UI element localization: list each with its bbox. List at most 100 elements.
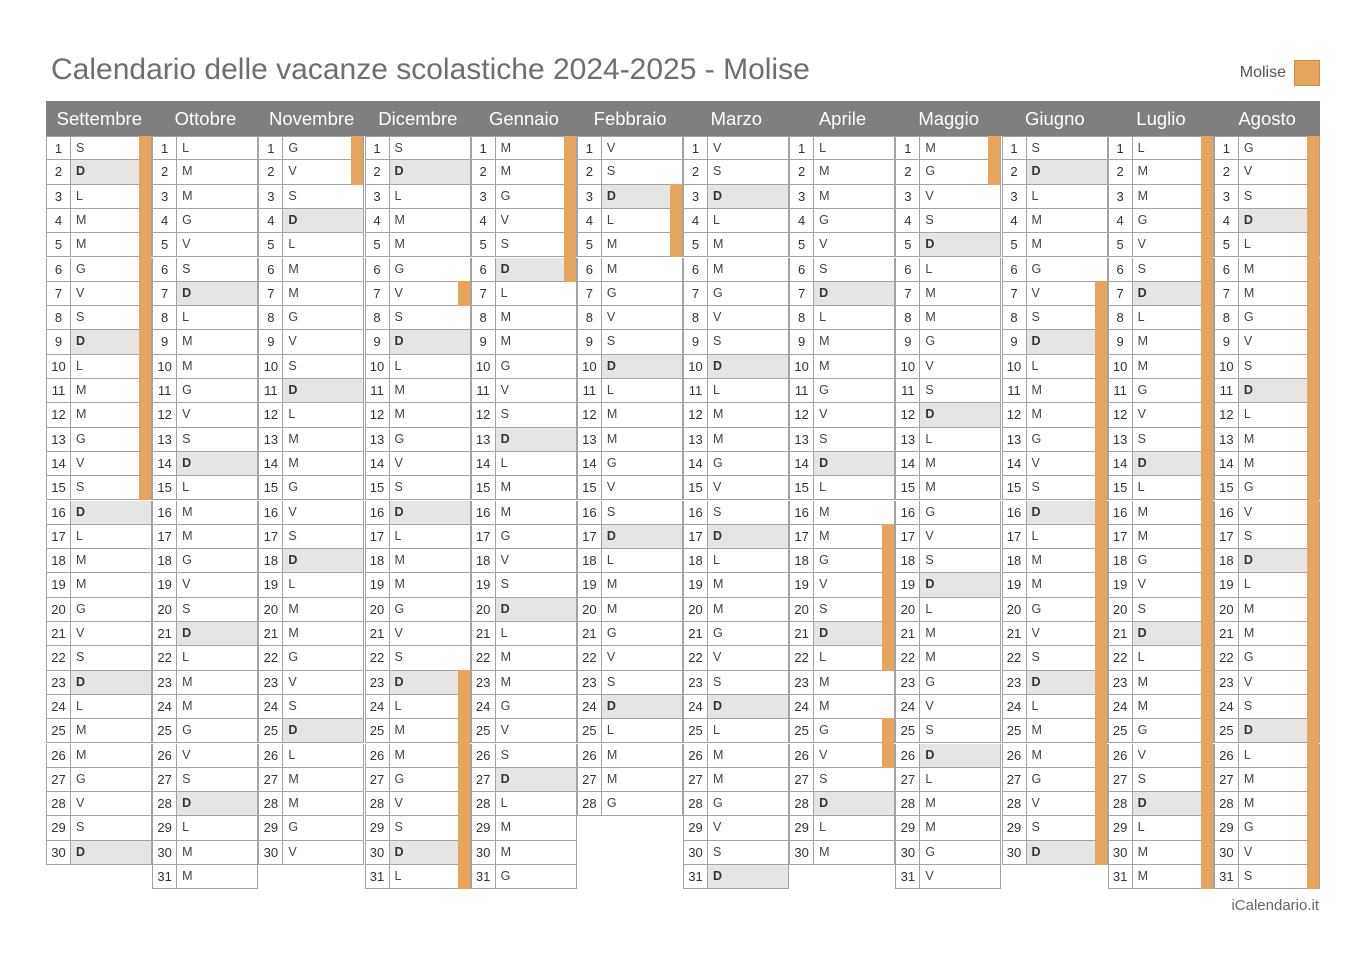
weekday-letter: D <box>76 164 86 179</box>
weekday-letter: M <box>1031 212 1042 227</box>
day-number: 21 <box>1003 622 1027 646</box>
weekday-letter: D <box>713 358 723 373</box>
day-cell: 19 L <box>1213 572 1320 598</box>
day-cell: 17 M <box>789 523 896 550</box>
weekday-letter: M <box>819 504 830 519</box>
day-cell: 11 G <box>1107 378 1214 404</box>
day-band <box>1238 379 1307 403</box>
day-number: 7 <box>896 281 921 306</box>
vacation-marker <box>882 621 895 647</box>
vacation-marker <box>1306 815 1319 841</box>
weekday-letter: D <box>1243 553 1253 568</box>
weekday-letter: M <box>925 455 936 470</box>
day-cell: 27 S <box>152 767 259 793</box>
site-credit: iCalendario.it <box>1231 897 1319 914</box>
weekday-letter: S <box>394 141 403 155</box>
day-number: 26 <box>790 743 815 767</box>
day-number: 5 <box>47 233 71 257</box>
day-band <box>814 816 894 839</box>
day-number: 21 <box>153 622 178 646</box>
vacation-marker <box>1094 839 1107 865</box>
day-cell: 27 M <box>258 767 365 793</box>
day-band <box>1026 840 1095 864</box>
weekday-letter: M <box>76 407 87 422</box>
day-cell: 15 V <box>683 476 790 501</box>
vacation-marker <box>1306 402 1319 428</box>
vacation-marker <box>139 450 152 477</box>
weekday-letter: V <box>819 747 828 762</box>
day-band <box>920 768 1000 791</box>
day-cell: 18 M <box>46 549 153 574</box>
day-cell: 25 D <box>258 719 365 744</box>
day-number: 28 <box>790 792 815 816</box>
weekday-letter: V <box>1031 285 1040 300</box>
weekday-letter: V <box>713 310 722 325</box>
weekday-letter: M <box>394 747 405 762</box>
vacation-marker <box>457 669 470 695</box>
weekday-letter: V <box>500 383 509 397</box>
weekday-letter: S <box>925 553 934 568</box>
day-cell: 20 M <box>683 597 790 622</box>
day-number: 22 <box>1003 646 1027 670</box>
weekday-letter: G <box>500 869 511 883</box>
vacation-marker <box>1200 742 1213 768</box>
day-cell: 29 S <box>46 816 153 841</box>
day-cell: 23 V <box>258 670 365 695</box>
day-band <box>1132 451 1201 476</box>
weekday-letter: M <box>713 261 724 276</box>
day-cell: 27 S <box>789 767 896 793</box>
vacation-marker <box>1094 548 1107 574</box>
day-number: 29 <box>366 816 390 840</box>
weekday-letter: V <box>606 310 616 325</box>
weekday-letter: S <box>819 431 828 446</box>
day-cell: 11 D <box>258 379 365 404</box>
day-number: 5 <box>1109 233 1133 257</box>
day-cell: 13 L <box>895 427 1002 452</box>
weekday-letter: L <box>606 383 614 397</box>
day-cell: 17 D <box>683 524 790 550</box>
weekday-letter: D <box>1137 796 1147 811</box>
day-band <box>814 137 894 159</box>
day-number: 31 <box>684 865 708 889</box>
vacation-marker <box>563 159 576 185</box>
day-number: 30 <box>684 840 708 864</box>
vacation-marker <box>1306 548 1319 574</box>
day-number: 12 <box>153 403 178 427</box>
weekday-letter: L <box>76 358 83 373</box>
day-number: 4 <box>684 208 708 233</box>
weekday-letter: V <box>288 334 297 349</box>
vacation-marker <box>1306 645 1319 671</box>
day-cell: 28 M <box>258 792 365 817</box>
weekday-letter: G <box>819 553 829 568</box>
day-cell: 13 D <box>470 427 577 452</box>
weekday-letter: G <box>394 601 405 616</box>
day-band <box>283 233 363 256</box>
weekday-letter: S <box>1137 431 1146 446</box>
day-cell: 23 D <box>46 670 153 695</box>
day-number: 2 <box>1003 160 1027 184</box>
day-cell: 24 L <box>46 694 153 720</box>
vacation-marker <box>1306 353 1319 379</box>
weekday-letter: L <box>1137 480 1145 495</box>
day-number: 4 <box>578 208 602 233</box>
vacation-marker <box>1200 645 1213 671</box>
day-cell: 22 V <box>576 646 683 671</box>
weekday-letter: G <box>1243 480 1254 495</box>
weekday-letter: L <box>182 480 190 495</box>
weekday-letter: M <box>819 528 830 543</box>
vacation-marker <box>1094 766 1107 793</box>
day-cell: 17 L <box>46 524 153 550</box>
day-number: 6 <box>896 257 921 281</box>
